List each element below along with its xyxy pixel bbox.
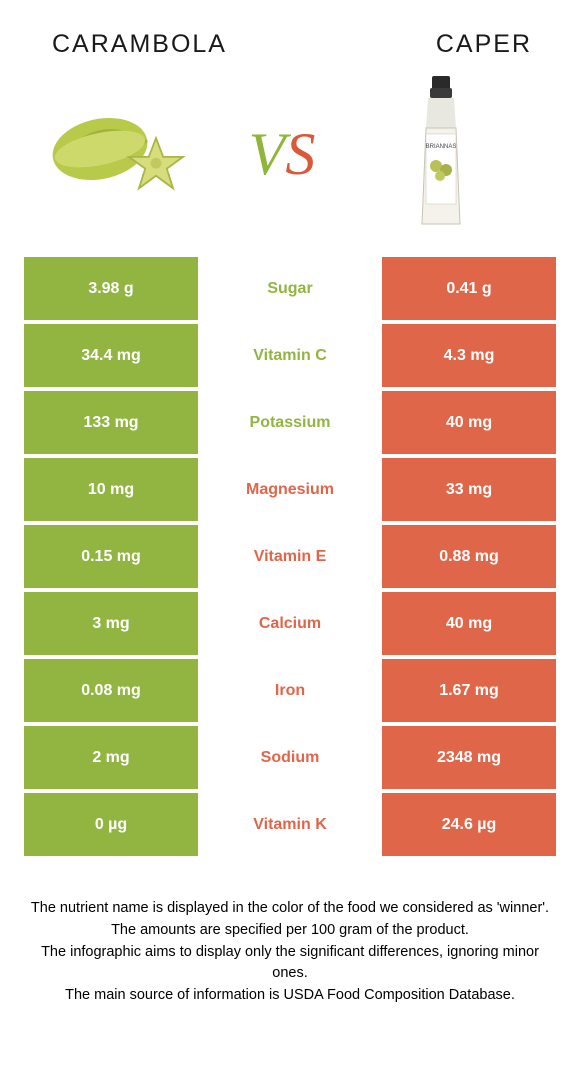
cell-left-value: 133 mg: [24, 391, 202, 458]
food-right-image: BRIANNAS: [366, 79, 516, 229]
cell-left-value: 0.15 mg: [24, 525, 202, 592]
cell-nutrient-label: Vitamin K: [202, 793, 378, 860]
food-left-title: CARAMBOLA: [52, 30, 227, 59]
cell-left-value: 34.4 mg: [24, 324, 202, 391]
svg-text:BRIANNAS: BRIANNAS: [426, 144, 457, 150]
footer-line: The infographic aims to display only the…: [28, 942, 552, 984]
vs-label: VS: [249, 120, 316, 189]
images-row: VS BRIANNAS: [24, 79, 556, 257]
cell-nutrient-label: Potassium: [202, 391, 378, 458]
food-right-title: CAPER: [436, 30, 532, 59]
cell-right-value: 0.88 mg: [378, 525, 556, 592]
cell-left-value: 3.98 g: [24, 257, 202, 324]
cell-left-value: 2 mg: [24, 726, 202, 793]
table-row: 0.08 mgIron1.67 mg: [24, 659, 556, 726]
cell-left-value: 10 mg: [24, 458, 202, 525]
cell-right-value: 4.3 mg: [378, 324, 556, 391]
cell-nutrient-label: Calcium: [202, 592, 378, 659]
footer-line: The nutrient name is displayed in the co…: [28, 898, 552, 919]
cell-right-value: 2348 mg: [378, 726, 556, 793]
cell-right-value: 1.67 mg: [378, 659, 556, 726]
cell-right-value: 24.6 µg: [378, 793, 556, 860]
table-row: 133 mgPotassium40 mg: [24, 391, 556, 458]
vs-s: S: [285, 121, 315, 187]
header: CARAMBOLA CAPER: [24, 30, 556, 79]
cell-nutrient-label: Sugar: [202, 257, 378, 324]
cell-left-value: 0 µg: [24, 793, 202, 860]
nutrient-table: 3.98 gSugar0.41 g34.4 mgVitamin C4.3 mg1…: [24, 257, 556, 860]
cell-nutrient-label: Sodium: [202, 726, 378, 793]
table-row: 10 mgMagnesium33 mg: [24, 458, 556, 525]
table-row: 0 µgVitamin K24.6 µg: [24, 793, 556, 860]
cell-left-value: 3 mg: [24, 592, 202, 659]
cell-nutrient-label: Iron: [202, 659, 378, 726]
cell-nutrient-label: Vitamin E: [202, 525, 378, 592]
table-row: 3.98 gSugar0.41 g: [24, 257, 556, 324]
cell-right-value: 0.41 g: [378, 257, 556, 324]
cell-nutrient-label: Vitamin C: [202, 324, 378, 391]
cell-right-value: 40 mg: [378, 391, 556, 458]
cell-right-value: 33 mg: [378, 458, 556, 525]
table-row: 3 mgCalcium40 mg: [24, 592, 556, 659]
cell-right-value: 40 mg: [378, 592, 556, 659]
cell-nutrient-label: Magnesium: [202, 458, 378, 525]
vs-v: V: [249, 121, 286, 187]
footer-text: The nutrient name is displayed in the co…: [24, 860, 556, 1006]
food-left-image: [48, 79, 198, 229]
table-row: 2 mgSodium2348 mg: [24, 726, 556, 793]
footer-line: The main source of information is USDA F…: [28, 985, 552, 1006]
table-row: 34.4 mgVitamin C4.3 mg: [24, 324, 556, 391]
footer-line: The amounts are specified per 100 gram o…: [28, 920, 552, 941]
cell-left-value: 0.08 mg: [24, 659, 202, 726]
table-row: 0.15 mgVitamin E0.88 mg: [24, 525, 556, 592]
